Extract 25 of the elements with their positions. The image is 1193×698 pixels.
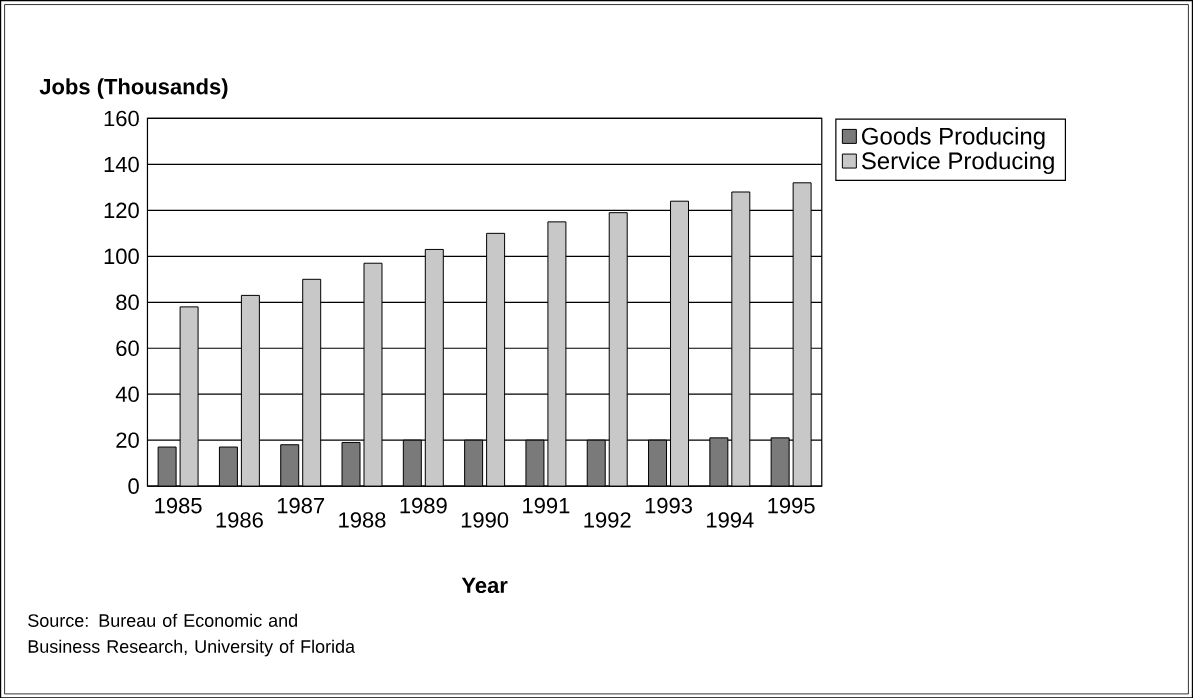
y-axis-title: Jobs (Thousands) [39, 78, 228, 99]
y-tick-label: 0 [128, 478, 139, 494]
y-tick-label: 140 [104, 156, 139, 172]
y-tick-label: 60 [116, 340, 139, 356]
x-tick-label: 1986 [216, 511, 263, 528]
x-tick-label: 1994 [707, 511, 754, 528]
x-tick-label: 1987 [277, 497, 325, 514]
x-tick-label: 1992 [584, 511, 631, 528]
x-tick-label: 1995 [768, 497, 815, 514]
y-tick-label: 100 [104, 248, 139, 264]
x-tick-label: 1991 [523, 497, 570, 514]
source-note: Source: Bureau of Economic and Business Research, University of Florida [28, 613, 356, 657]
x-axis-title: Year [461, 577, 508, 593]
y-tick-label: 20 [116, 432, 139, 448]
y-tick-label: 160 [104, 110, 139, 127]
x-tick-label: 1988 [339, 511, 386, 528]
x-tick-label: 1990 [461, 511, 509, 528]
legend-label: Service Producing [861, 151, 1054, 174]
x-tick-label: 1985 [155, 497, 202, 514]
legend-label: Goods Producing [862, 126, 1045, 150]
x-tick-label: 1989 [400, 497, 447, 514]
x-tick-label: 1993 [645, 497, 692, 514]
y-tick-label: 80 [116, 294, 139, 310]
y-tick-label: 40 [115, 386, 139, 402]
y-tick-label: 120 [104, 202, 139, 218]
